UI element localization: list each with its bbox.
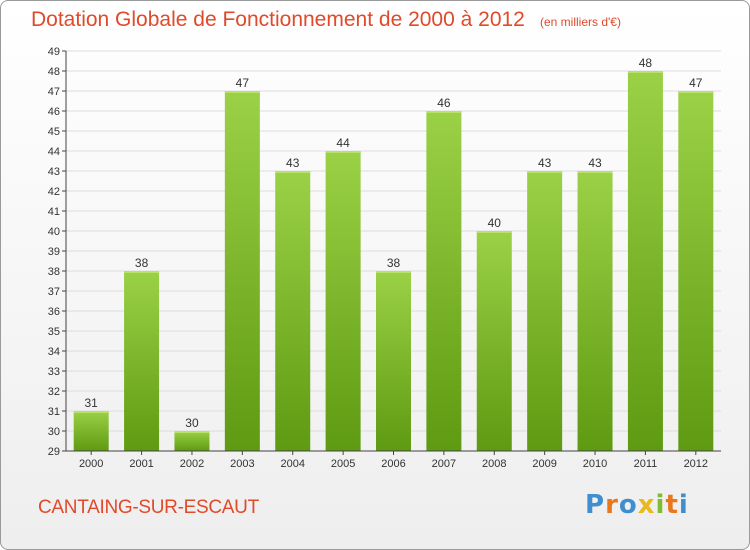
bar-2001 bbox=[124, 271, 160, 451]
bar-highlight bbox=[376, 271, 411, 273]
bar-2000 bbox=[73, 411, 109, 451]
bar-value-label: 30 bbox=[185, 416, 199, 430]
logo-letter: i bbox=[678, 490, 689, 520]
bar-value-label: 40 bbox=[488, 216, 502, 230]
bar-value-label: 43 bbox=[286, 156, 300, 170]
bar-highlight bbox=[627, 71, 663, 73]
chart-title: Dotation Globale de Fonctionnement de 20… bbox=[31, 8, 525, 31]
bar-highlight bbox=[577, 171, 613, 173]
bar-value-label: 38 bbox=[387, 256, 401, 270]
labels: 29 30 31 32 33 34 35 36 37 38 39 40 41 42 43 44 45 46 47 48… bbox=[48, 46, 708, 470]
logo-letter: x bbox=[637, 490, 656, 520]
bar-2007 bbox=[426, 111, 462, 451]
bar-value-label: 43 bbox=[538, 156, 552, 170]
y-tick-label: 33 bbox=[48, 366, 60, 378]
logo-letter: r bbox=[605, 490, 619, 520]
bar-2006 bbox=[376, 271, 411, 451]
bar-value-label: 47 bbox=[689, 76, 703, 90]
bar-highlight bbox=[275, 171, 311, 173]
y-tick-label: 36 bbox=[48, 306, 60, 318]
x-tick-label: 2009 bbox=[532, 458, 556, 470]
bar-highlight bbox=[174, 431, 210, 433]
y-tick-label: 34 bbox=[48, 346, 60, 358]
bar-2005 bbox=[325, 151, 361, 451]
bar-highlight bbox=[325, 151, 361, 153]
x-tick-label: 2003 bbox=[230, 458, 254, 470]
bar-2012 bbox=[678, 91, 714, 451]
bar-highlight bbox=[73, 411, 109, 413]
y-tick-label: 45 bbox=[48, 126, 60, 138]
y-tick-label: 41 bbox=[48, 206, 60, 218]
bar-highlight bbox=[124, 271, 160, 273]
logo-letter: i bbox=[655, 490, 666, 520]
axes bbox=[62, 50, 721, 455]
y-tick-label: 39 bbox=[48, 246, 60, 258]
bar-highlight bbox=[224, 91, 260, 93]
x-tick-label: 2010 bbox=[583, 458, 607, 470]
x-tick-label: 2004 bbox=[280, 458, 304, 470]
y-tick-label: 37 bbox=[48, 286, 60, 298]
x-tick-label: 2002 bbox=[180, 458, 204, 470]
bar-value-label: 38 bbox=[135, 256, 149, 270]
bar-highlight bbox=[476, 231, 512, 233]
logo-letter: P bbox=[585, 490, 606, 520]
bar-2002 bbox=[174, 431, 210, 451]
bar-value-label: 48 bbox=[639, 56, 653, 70]
y-tick-label: 49 bbox=[48, 46, 60, 58]
x-tick-label: 2000 bbox=[79, 458, 103, 470]
x-tick-label: 2001 bbox=[129, 458, 153, 470]
bar-highlight bbox=[426, 111, 462, 113]
bar-value-label: 31 bbox=[85, 396, 99, 410]
y-tick-label: 30 bbox=[48, 426, 60, 438]
proxiti-logo[interactable]: Proxiti bbox=[585, 490, 689, 520]
logo-letter: t bbox=[665, 490, 679, 520]
bar-2004 bbox=[275, 171, 311, 451]
bar-highlight bbox=[678, 91, 714, 93]
x-tick-label: 2006 bbox=[381, 458, 405, 470]
logo-letter: o bbox=[618, 490, 638, 520]
bar-highlight bbox=[527, 171, 563, 173]
chart-subtitle: (en milliers d'€) bbox=[540, 15, 621, 29]
commune-name: CANTAING-SUR-ESCAUT bbox=[38, 497, 259, 518]
y-tick-label: 40 bbox=[48, 226, 60, 238]
y-tick-label: 42 bbox=[48, 186, 60, 198]
y-tick-label: 32 bbox=[48, 386, 60, 398]
bar-value-label: 46 bbox=[437, 96, 451, 110]
x-tick-label: 2008 bbox=[482, 458, 506, 470]
y-tick-label: 48 bbox=[48, 66, 60, 78]
bar-2003 bbox=[224, 91, 260, 451]
x-tick-label: 2011 bbox=[634, 458, 658, 470]
y-tick-label: 43 bbox=[48, 166, 60, 178]
x-tick-label: 2007 bbox=[432, 458, 456, 470]
y-tick-label: 44 bbox=[48, 146, 60, 158]
x-tick-label: 2012 bbox=[684, 458, 708, 470]
bars bbox=[73, 71, 714, 451]
bar-2011 bbox=[627, 71, 663, 451]
bar-2009 bbox=[527, 171, 563, 451]
bar-value-label: 43 bbox=[588, 156, 602, 170]
x-tick-label: 2005 bbox=[331, 458, 355, 470]
y-tick-label: 47 bbox=[48, 86, 60, 98]
bar-2008 bbox=[476, 231, 512, 451]
y-tick-label: 31 bbox=[48, 406, 60, 418]
bar-value-label: 44 bbox=[336, 136, 350, 150]
y-tick-label: 38 bbox=[48, 266, 60, 278]
bar-chart: 29 30 31 32 33 34 35 36 37 38 39 40 41 42 43 44 45 46 47 48… bbox=[48, 46, 721, 470]
bar-2010 bbox=[577, 171, 613, 451]
bar-value-label: 47 bbox=[236, 76, 250, 90]
y-tick-label: 29 bbox=[48, 446, 60, 458]
y-tick-label: 35 bbox=[48, 326, 60, 338]
y-tick-label: 46 bbox=[48, 106, 60, 118]
